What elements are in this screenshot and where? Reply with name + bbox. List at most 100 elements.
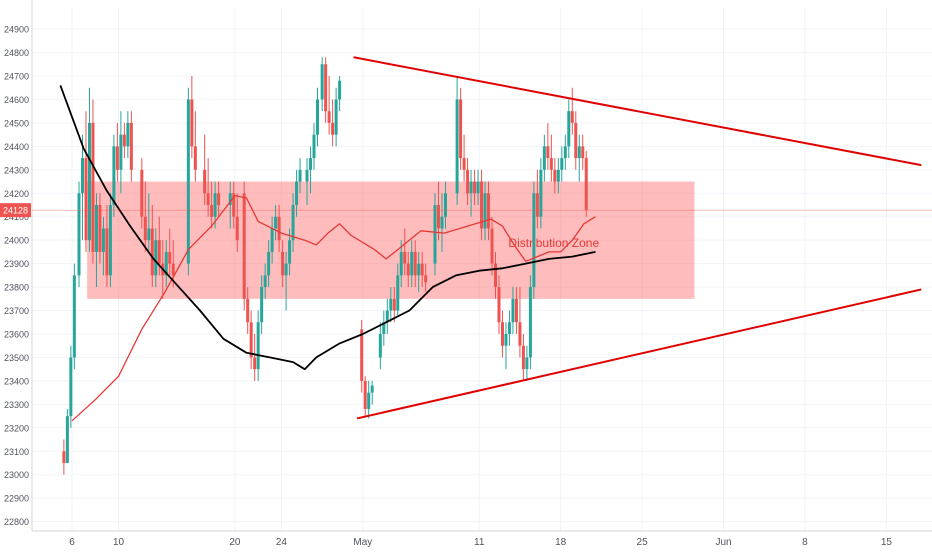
y-tick-label: 23700 bbox=[4, 306, 29, 316]
candle-body bbox=[378, 333, 382, 358]
candle-body bbox=[274, 216, 278, 229]
candle-body bbox=[101, 228, 105, 252]
candle-body bbox=[469, 181, 473, 194]
candle-body bbox=[213, 193, 217, 217]
candle-body bbox=[190, 99, 194, 147]
candle-body bbox=[420, 263, 424, 276]
candle-body bbox=[363, 380, 367, 410]
candle-body bbox=[417, 263, 421, 276]
candle-body bbox=[210, 205, 214, 217]
trendline-lower bbox=[356, 288, 922, 420]
candle-body bbox=[577, 146, 581, 159]
candle-body bbox=[511, 298, 515, 323]
candle-body bbox=[147, 228, 151, 241]
candle-body bbox=[140, 169, 144, 217]
y-tick-label: 24200 bbox=[4, 189, 29, 199]
candle-body bbox=[553, 169, 557, 182]
candle-body bbox=[563, 146, 567, 159]
candle-body bbox=[186, 99, 190, 264]
candle-body bbox=[217, 193, 221, 206]
candle-body bbox=[62, 451, 66, 463]
candle-body bbox=[574, 122, 578, 159]
candle-body bbox=[119, 134, 123, 170]
candle-body bbox=[193, 146, 197, 170]
distribution-zone: Distribution Zone bbox=[87, 181, 695, 299]
candle-body bbox=[443, 193, 447, 217]
candle-body bbox=[270, 228, 274, 252]
candle-body bbox=[249, 322, 253, 358]
candle-body bbox=[525, 357, 529, 370]
last-price-label: 24128 bbox=[3, 206, 28, 216]
candle-body bbox=[80, 158, 84, 194]
candle-body bbox=[154, 240, 158, 276]
candle-body bbox=[518, 322, 522, 346]
candle-body bbox=[309, 158, 313, 170]
x-tick-label: 10 bbox=[113, 537, 125, 548]
candle-body bbox=[260, 287, 264, 323]
candle-body bbox=[462, 158, 466, 170]
candle-body bbox=[267, 251, 271, 276]
x-tick-label: 11 bbox=[474, 537, 485, 548]
x-tick-label: 15 bbox=[881, 537, 893, 548]
candle-body bbox=[331, 122, 335, 135]
candle-body bbox=[483, 193, 487, 229]
candle-body bbox=[72, 275, 76, 358]
x-tick-label: 18 bbox=[555, 537, 567, 548]
candle-body bbox=[253, 357, 257, 370]
candle-body bbox=[84, 158, 88, 241]
candle-body bbox=[455, 99, 459, 194]
candle-body bbox=[320, 64, 324, 100]
candle-body bbox=[473, 181, 477, 194]
y-tick-label: 23400 bbox=[4, 376, 29, 386]
distribution-zone-label: Distribution Zone bbox=[508, 236, 599, 250]
candle-body bbox=[168, 251, 172, 264]
candle-body bbox=[315, 99, 319, 135]
y-tick-label: 23300 bbox=[4, 400, 29, 410]
candle-body bbox=[94, 205, 98, 252]
x-tick-label: Jun bbox=[715, 537, 731, 548]
candle-body bbox=[546, 146, 550, 159]
candle-body bbox=[410, 251, 414, 276]
moving-averages bbox=[59, 85, 596, 422]
candle-body bbox=[399, 251, 403, 276]
candle-body bbox=[570, 111, 574, 123]
candle-body bbox=[281, 251, 285, 276]
y-tick-label: 23200 bbox=[4, 423, 29, 433]
candle-body bbox=[396, 275, 400, 311]
x-tick-label: 6 bbox=[69, 537, 75, 548]
candle-body bbox=[203, 169, 207, 194]
candle-body bbox=[440, 216, 444, 229]
candle-body bbox=[521, 345, 525, 370]
y-tick-label: 23800 bbox=[4, 283, 29, 293]
y-tick-label: 23000 bbox=[4, 470, 29, 480]
candle-body bbox=[91, 122, 95, 252]
candle-body bbox=[235, 216, 239, 241]
y-tick-label: 24500 bbox=[4, 118, 29, 128]
x-tick-label: May bbox=[353, 537, 372, 548]
candle-body bbox=[389, 298, 393, 311]
moving-average-black bbox=[59, 85, 596, 371]
candle-body bbox=[549, 158, 553, 170]
x-tick-label: 8 bbox=[802, 537, 808, 548]
candle-body bbox=[327, 111, 331, 123]
candle-body bbox=[459, 99, 463, 159]
candle-body bbox=[413, 251, 417, 276]
candle-body bbox=[406, 263, 410, 276]
y-tick-label: 24100 bbox=[4, 212, 29, 222]
y-tick-label: 23900 bbox=[4, 259, 29, 269]
candle-body bbox=[312, 134, 316, 159]
candle-body bbox=[556, 169, 560, 182]
candle-body bbox=[228, 193, 232, 206]
y-tick-label: 24400 bbox=[4, 142, 29, 152]
candle-body bbox=[539, 169, 543, 217]
candle-body bbox=[105, 228, 109, 276]
candle-body bbox=[69, 357, 73, 417]
candle-body bbox=[108, 205, 112, 276]
candle-body bbox=[500, 322, 504, 346]
candle-body bbox=[242, 193, 246, 299]
candle-body bbox=[560, 158, 564, 170]
candle-body bbox=[567, 111, 571, 147]
